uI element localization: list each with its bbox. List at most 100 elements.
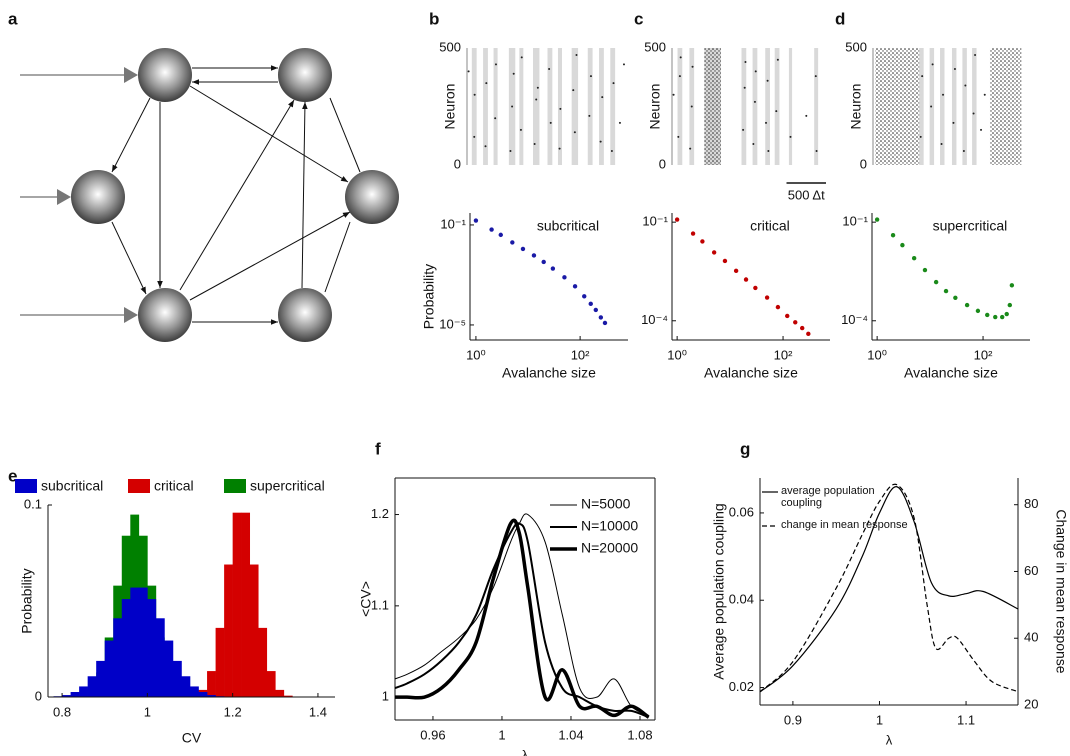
histogram-bar [121, 599, 131, 697]
avalanche-band [471, 48, 477, 165]
histogram-bar [283, 695, 293, 697]
histogram-bar [207, 671, 216, 697]
x-tick-label: 10² [774, 347, 793, 362]
avalanche-point [562, 275, 567, 280]
x-tick-label: 10⁰ [466, 347, 486, 362]
spike [983, 93, 986, 96]
avalanche-point [775, 304, 781, 310]
spike [485, 82, 488, 85]
avalanche-band [557, 48, 562, 165]
avalanche-point [588, 301, 593, 307]
x-tick-label: 1.08 [627, 727, 652, 742]
histogram-bar [62, 695, 71, 697]
spike [589, 75, 592, 78]
spike [533, 142, 536, 145]
panel-label: a [8, 9, 18, 28]
spike [689, 147, 692, 150]
avalanche-band [919, 48, 924, 165]
spike [942, 93, 945, 96]
y-tick-label: 0 [659, 156, 666, 171]
y-tick-label: 10⁻⁴ [841, 312, 868, 327]
y-tick-label: 1.2 [371, 506, 389, 521]
legend-entry: change in mean response [781, 519, 908, 531]
y-tick-label: 10⁻¹ [642, 214, 668, 229]
x-tick-label: 1 [498, 727, 505, 742]
legend-swatch [15, 479, 37, 493]
spike [618, 121, 621, 124]
avalanche-point [598, 315, 604, 320]
spike [535, 98, 538, 101]
x-tick-label: 1 [144, 704, 151, 719]
y-tick-label: 10⁻⁴ [641, 312, 668, 327]
x-tick-label: 1.04 [558, 727, 583, 742]
y-axis-label: Probability [421, 264, 437, 329]
legend-label: N=20000 [581, 540, 638, 556]
avalanche-point [753, 285, 758, 291]
avalanche-point [943, 288, 949, 294]
avalanche-point [1000, 314, 1005, 320]
x-axis-label: Avalanche size [704, 365, 798, 381]
avalanche-point [700, 239, 705, 244]
histogram-bar [266, 671, 276, 697]
spike [558, 147, 561, 150]
histogram-bar [164, 640, 174, 697]
spike [691, 65, 694, 68]
spike [754, 70, 757, 73]
annotation: supercritical [933, 218, 1008, 234]
spike [753, 100, 756, 103]
avalanche-point [541, 259, 546, 265]
avalanche-point [690, 231, 696, 236]
x-tick-label: 1.4 [309, 704, 327, 719]
burst [875, 48, 920, 165]
avalanche-point [922, 267, 928, 273]
spike [575, 54, 578, 57]
histogram-bar [198, 692, 208, 697]
y-tick-label: 1.1 [371, 597, 389, 612]
spike [789, 135, 792, 138]
x-axis-label: Avalanche size [904, 365, 998, 381]
y-axis-label: Average population coupling [711, 503, 727, 679]
spike [610, 149, 613, 152]
avalanche-point [964, 302, 970, 308]
avalanche-band [519, 48, 524, 165]
histogram-bar [104, 640, 114, 697]
series-line [759, 486, 1019, 693]
spike [612, 82, 615, 85]
histogram-bar [258, 627, 268, 697]
spike [776, 58, 779, 61]
annotation: critical [750, 218, 790, 234]
burst [704, 48, 721, 165]
spike [964, 84, 967, 87]
y-tick-label: 10⁻¹ [440, 216, 466, 231]
x-axis-label: Avalanche size [502, 365, 596, 381]
series-line [759, 483, 1019, 693]
avalanche-point [489, 227, 494, 232]
avalanche-point [993, 314, 998, 320]
legend-entry: average population coupling [781, 485, 875, 509]
avalanche-point [593, 307, 598, 313]
avalanche-point [1009, 283, 1015, 288]
y-axis-label: Probability [19, 568, 35, 633]
x-tick-label: 0.9 [784, 712, 802, 727]
x-axis-label: CV [182, 730, 202, 746]
spike [766, 79, 769, 82]
histogram-bar [96, 660, 106, 697]
spike [974, 54, 977, 57]
spike [559, 107, 562, 110]
spike [980, 128, 983, 131]
spike [599, 140, 602, 143]
avalanche-band [677, 48, 683, 165]
histogram-bar [113, 618, 123, 697]
histogram-bar [87, 676, 97, 697]
histogram-bar [181, 676, 191, 697]
histogram-bar [70, 692, 80, 697]
avalanche-band [571, 48, 579, 165]
spike [972, 112, 975, 115]
spike [752, 142, 755, 145]
spike [775, 110, 778, 113]
avalanche-band [587, 48, 593, 165]
y-tick-label: 0.04 [729, 592, 754, 607]
spike [519, 128, 522, 131]
spike [601, 96, 604, 99]
